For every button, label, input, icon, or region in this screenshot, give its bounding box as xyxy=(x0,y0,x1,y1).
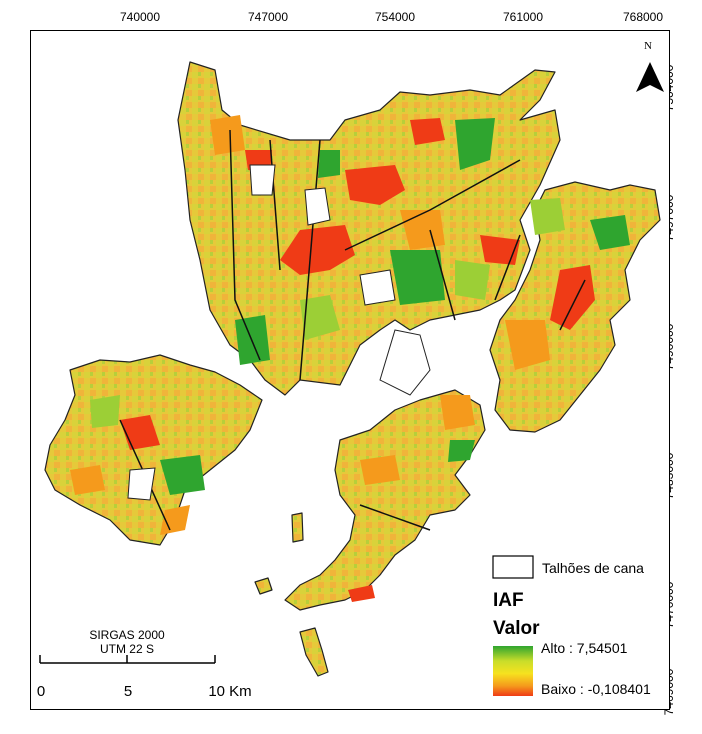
iaf-patches xyxy=(70,115,630,602)
crs-projection: UTM 22 S xyxy=(99,642,154,656)
fields-layer xyxy=(44,61,661,677)
x-tick-label: 747000 xyxy=(247,10,289,24)
legend-layer-title: IAF xyxy=(493,590,524,611)
north-arrow-icon xyxy=(636,62,664,92)
scalebar xyxy=(39,655,216,664)
legend-fields-label: Talhões de cana xyxy=(542,560,644,576)
north-arrow-label: N xyxy=(644,40,652,52)
legend-low-label: Baixo : -0,108401 xyxy=(541,681,651,697)
fields-legend-swatch xyxy=(492,555,534,579)
legend-value-title: Valor xyxy=(493,618,540,639)
iaf-color-ramp xyxy=(493,646,533,696)
x-tick-label: 754000 xyxy=(374,10,416,24)
crs-datum: SIRGAS 2000 xyxy=(89,628,165,642)
scalebar-label: 5 xyxy=(123,683,133,700)
field-boundaries xyxy=(119,129,586,531)
x-tick-label: 740000 xyxy=(119,10,161,24)
scalebar-label: 0 xyxy=(36,683,46,700)
x-tick-label: 768000 xyxy=(622,10,664,24)
field-block-west xyxy=(44,354,263,546)
field-outlier xyxy=(299,627,329,677)
field-outlier xyxy=(291,512,304,543)
scalebar-label: 10 Km xyxy=(208,683,252,700)
x-tick-label: 761000 xyxy=(502,10,544,24)
field-outlier xyxy=(254,577,273,595)
legend-high-label: Alto : 7,54501 xyxy=(541,640,628,656)
non-cane-areas xyxy=(127,164,431,501)
